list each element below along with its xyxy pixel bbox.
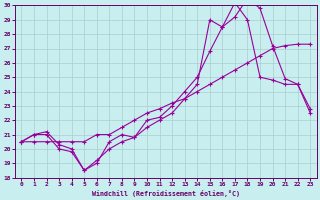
X-axis label: Windchill (Refroidissement éolien,°C): Windchill (Refroidissement éolien,°C): [92, 190, 240, 197]
